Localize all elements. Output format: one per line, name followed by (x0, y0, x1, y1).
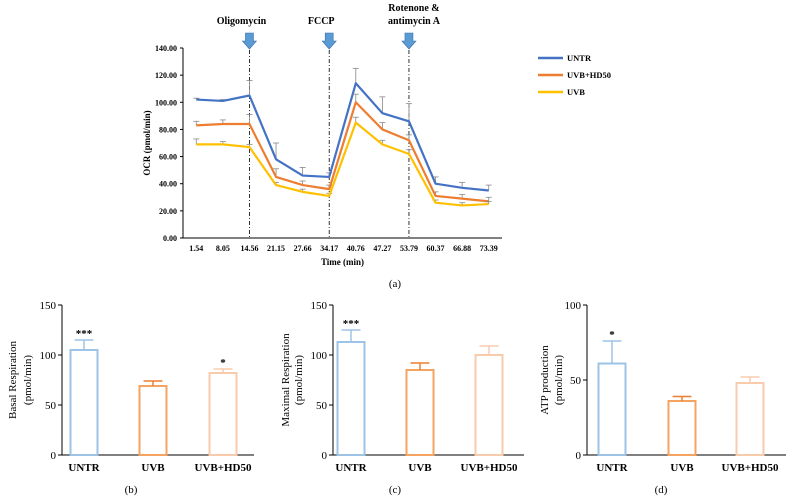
injection-label: antimycin A (388, 16, 441, 27)
x-tick-label: UVB (670, 462, 694, 474)
y-tick-label: 100 (40, 350, 57, 362)
x-tick-label: 8.05 (216, 244, 230, 253)
bar-uvb (405, 369, 435, 456)
y-tick-label: 140.00 (155, 44, 177, 53)
y-tick-label: 0.00 (163, 234, 177, 243)
y-tick-label: 100.00 (155, 98, 177, 107)
y-tick-label: 150 (311, 300, 328, 312)
panel-label: (c) (389, 484, 402, 496)
y-tick-label: 100 (311, 350, 328, 362)
significance-label: * (609, 329, 615, 341)
y-tick-label: 120.00 (155, 71, 177, 80)
injection-label: Rotenone & (388, 3, 439, 14)
significance-label: * (220, 357, 226, 369)
injection-label: FCCP (308, 16, 335, 27)
bar-untr (336, 341, 366, 456)
y-tick-label: 0 (322, 450, 328, 462)
panel-c-bar-chart: 0 50 100 150 *** UNTR UVB UVB+HD50 Maximal Respi… (280, 300, 524, 496)
y-tick-label: 0 (51, 450, 57, 462)
bar-uvb (667, 400, 697, 456)
y-axis-label: ATP production (539, 345, 551, 415)
panel-b-bar-chart: 0 50 100 150 *** UNTR UVB * UVB+HD50 Basal Respir… (7, 300, 254, 496)
bar-uvb (138, 385, 168, 456)
panel-d-bar-chart: 0 50 100 * UNTR UVB UVB+HD50 ATP production (pmo… (539, 300, 786, 496)
bar-untr (597, 362, 627, 456)
panel-label: (d) (655, 484, 668, 496)
y-axis-label-units: (pmol/min) (293, 355, 305, 405)
x-tick-label: 1.54 (189, 244, 203, 253)
injection-arrow-icon (241, 32, 258, 50)
panel-label: (a) (389, 278, 402, 290)
x-tick-label: 66.88 (453, 244, 471, 253)
significance-label: *** (343, 318, 360, 330)
x-tick-label: UNTR (596, 462, 628, 474)
y-axis-label-units: (pmol/min) (22, 355, 34, 405)
x-tick-label: 34.17 (320, 244, 338, 253)
injection-arrow-icon (401, 32, 417, 50)
x-tick-label: UVB+HD50 (461, 462, 518, 474)
x-tick-label: UVB+HD50 (722, 462, 779, 474)
bar-untr (69, 349, 99, 456)
x-tick-label: 27.66 (294, 244, 312, 253)
x-tick-label: 47.27 (373, 244, 391, 253)
injection-arrow-icon (321, 32, 337, 50)
x-tick-label: UVB+HD50 (195, 462, 252, 474)
x-tick-label: UVB (141, 462, 165, 474)
x-tick-label: 21.15 (267, 244, 285, 253)
x-tick-label: 40.76 (347, 244, 365, 253)
bar-uvb-hd50 (208, 372, 238, 456)
y-tick-label: 100 (565, 300, 582, 312)
x-axis-label: Time (min) (321, 257, 364, 267)
injection-label: Oligomycin (217, 16, 267, 27)
y-tick-label: 60.00 (159, 153, 177, 162)
y-tick-label: 20.00 (159, 207, 177, 216)
y-tick-label: 50 (570, 375, 582, 387)
y-axis-label: OCR (pmol/min) (142, 110, 152, 175)
y-axis-label: Basal Respiration (7, 341, 19, 419)
legend-label: UNTR (567, 53, 592, 63)
y-tick-label: 150 (40, 300, 57, 312)
y-tick-label: 0 (576, 450, 582, 462)
x-tick-label: 60.37 (427, 244, 445, 253)
legend-label: UVB+HD50 (567, 70, 611, 80)
x-tick-label: UNTR (335, 462, 367, 474)
y-axis-label-units: (pmol/min) (553, 355, 565, 405)
x-tick-label: 53.79 (400, 244, 418, 253)
bar-uvb-hd50 (735, 382, 765, 456)
x-tick-label: UVB (408, 462, 432, 474)
y-tick-label: 40.00 (159, 180, 177, 189)
series-line-uvb-hd50 (196, 101, 489, 203)
panel-label: (b) (125, 484, 138, 496)
x-tick-label: 14.56 (240, 244, 258, 253)
series-line-uvb (196, 121, 489, 207)
y-tick-label: 80.00 (159, 125, 177, 134)
x-tick-label: UNTR (68, 462, 100, 474)
significance-label: *** (76, 328, 93, 340)
y-axis-label: Maximal Respiration (280, 333, 292, 427)
legend-label: UVB (567, 87, 585, 97)
x-tick-label: 73.39 (480, 244, 498, 253)
panel-a-line-chart: 0.00 20.00 40.00 60.00 80.00 100.00 120.00 140.… (142, 3, 611, 290)
y-tick-label: 50 (45, 400, 57, 412)
series-line-untr (196, 82, 489, 192)
bar-uvb-hd50 (474, 354, 504, 456)
y-tick-label: 50 (316, 400, 328, 412)
